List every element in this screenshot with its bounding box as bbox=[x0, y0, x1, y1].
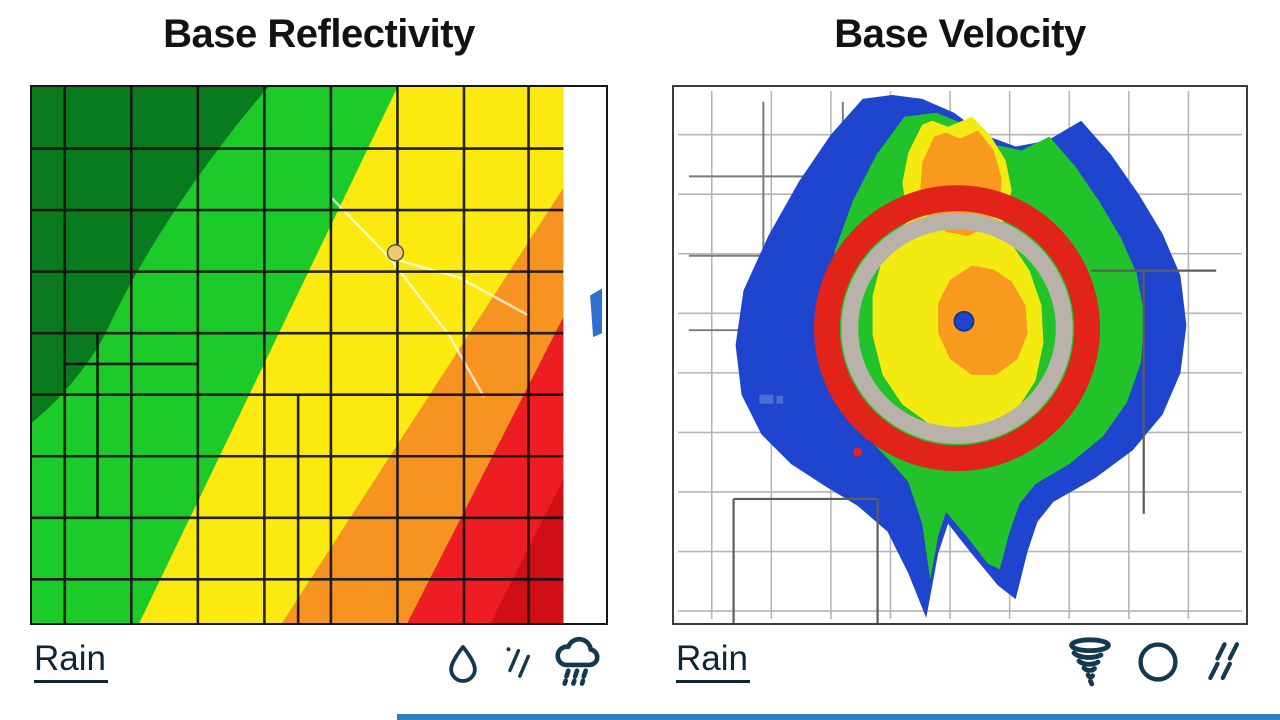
county-grid bbox=[32, 87, 564, 623]
velocity-color-blob bbox=[735, 94, 1187, 619]
velocity-radar-image bbox=[672, 85, 1248, 625]
velocity-legend bbox=[1066, 636, 1244, 688]
velocity-panel: Base Velocity bbox=[672, 0, 1248, 712]
map-label-mark bbox=[759, 394, 774, 404]
rain-cloud-icon bbox=[552, 636, 604, 688]
circle-icon bbox=[1136, 640, 1180, 684]
reflectivity-color-bands bbox=[32, 87, 603, 623]
drizzle-slashes-icon bbox=[500, 641, 534, 683]
raindrop-icon bbox=[444, 640, 482, 684]
velocity-caption: Rain bbox=[676, 640, 750, 684]
reflectivity-footer: Rain bbox=[34, 630, 604, 694]
road-lines bbox=[329, 195, 530, 398]
velocity-radar-svg bbox=[677, 90, 1243, 623]
rain-slashes-icon bbox=[1198, 639, 1244, 685]
reflectivity-panel: Base Reflectivity bbox=[30, 0, 608, 712]
reflectivity-caption: Rain bbox=[34, 640, 108, 684]
velocity-title: Base Velocity bbox=[834, 12, 1086, 56]
reflectivity-radar-svg bbox=[32, 87, 603, 623]
reflectivity-radar-image bbox=[30, 85, 608, 625]
lake-shape bbox=[590, 288, 603, 338]
mesocyclone-ring-annotation bbox=[814, 185, 1101, 472]
velocity-footer: Rain bbox=[676, 630, 1244, 694]
velocity-grid-overlay bbox=[732, 269, 1217, 623]
storm-center-dot bbox=[953, 310, 975, 332]
reflectivity-title: Base Reflectivity bbox=[163, 12, 475, 56]
video-progress-bar[interactable] bbox=[0, 714, 1280, 720]
tornado-icon bbox=[1066, 636, 1118, 688]
reflectivity-legend bbox=[444, 636, 604, 688]
map-marker bbox=[386, 244, 405, 262]
video-progress-fill bbox=[396, 714, 1280, 720]
